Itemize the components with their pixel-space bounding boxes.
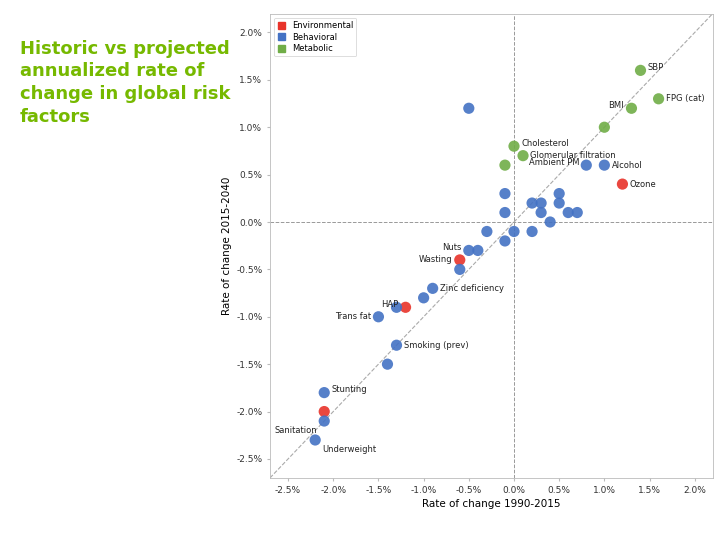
Point (626, 104, 637, 113)
Text: Historic vs projected
annualized rate of
change in global risk
factors: Historic vs projected annualized rate of… (20, 39, 230, 126)
Text: Sanitation: Sanitation (274, 426, 317, 435)
Text: Ozone: Ozone (630, 180, 657, 188)
Point (635, 66, 647, 75)
Point (310, 436, 321, 444)
Point (598, 123, 610, 132)
Text: HAP: HAP (381, 300, 398, 309)
Text: Wasting: Wasting (419, 255, 453, 265)
Text: Zinc deficiency: Zinc deficiency (440, 284, 504, 293)
Point (554, 189, 565, 198)
Text: SBP: SBP (648, 63, 664, 72)
X-axis label: Rate of change 1990-2015: Rate of change 1990-2015 (422, 499, 561, 509)
Point (499, 161, 510, 170)
Point (318, 417, 330, 426)
Y-axis label: Rate of change 2015-2040: Rate of change 2015-2040 (222, 177, 232, 315)
Text: Stunting: Stunting (331, 385, 367, 394)
Point (653, 94, 665, 103)
Point (499, 208, 510, 217)
Point (463, 104, 474, 113)
Point (554, 199, 565, 207)
Point (536, 199, 547, 207)
Text: 36: 36 (352, 510, 368, 524)
Point (580, 161, 592, 170)
Point (517, 151, 528, 160)
Point (544, 218, 556, 226)
Point (382, 360, 393, 368)
Point (454, 265, 466, 274)
Point (536, 208, 547, 217)
Point (400, 303, 411, 312)
Text: Nuts: Nuts (442, 243, 462, 252)
Text: Glomerular filtration: Glomerular filtration (530, 151, 616, 160)
Point (508, 142, 520, 151)
Text: Ambient PM: Ambient PM (528, 158, 579, 167)
Point (463, 246, 474, 255)
Point (472, 246, 484, 255)
Point (318, 388, 330, 397)
Text: Trans fat: Trans fat (335, 312, 372, 321)
Text: Alcohol: Alcohol (611, 160, 642, 170)
Text: BMI: BMI (608, 101, 624, 110)
Point (562, 208, 574, 217)
Point (499, 237, 510, 245)
Point (481, 227, 492, 236)
Point (373, 313, 384, 321)
Point (526, 227, 538, 236)
Point (499, 189, 510, 198)
Point (526, 199, 538, 207)
Text: Smoking (prev): Smoking (prev) (404, 341, 469, 350)
Legend: Environmental, Behavioral, Metabolic: Environmental, Behavioral, Metabolic (274, 18, 356, 56)
Point (318, 407, 330, 416)
Point (391, 303, 402, 312)
Point (598, 161, 610, 170)
Point (508, 227, 520, 236)
Point (454, 255, 466, 264)
Point (616, 180, 628, 188)
Point (418, 294, 429, 302)
Text: Cholesterol: Cholesterol (521, 139, 569, 148)
Text: FPG (cat): FPG (cat) (666, 94, 704, 103)
Point (427, 284, 438, 293)
Text: Underweight: Underweight (323, 445, 377, 454)
Point (391, 341, 402, 349)
Point (572, 208, 583, 217)
